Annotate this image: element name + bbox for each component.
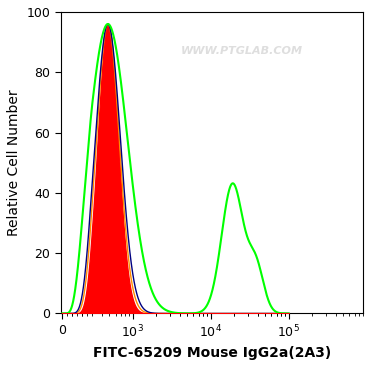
Y-axis label: Relative Cell Number: Relative Cell Number [7, 90, 21, 236]
X-axis label: FITC-65209 Mouse IgG2a(2A3): FITC-65209 Mouse IgG2a(2A3) [93, 346, 331, 360]
Text: WWW.PTGLAB.COM: WWW.PTGLAB.COM [181, 46, 303, 56]
